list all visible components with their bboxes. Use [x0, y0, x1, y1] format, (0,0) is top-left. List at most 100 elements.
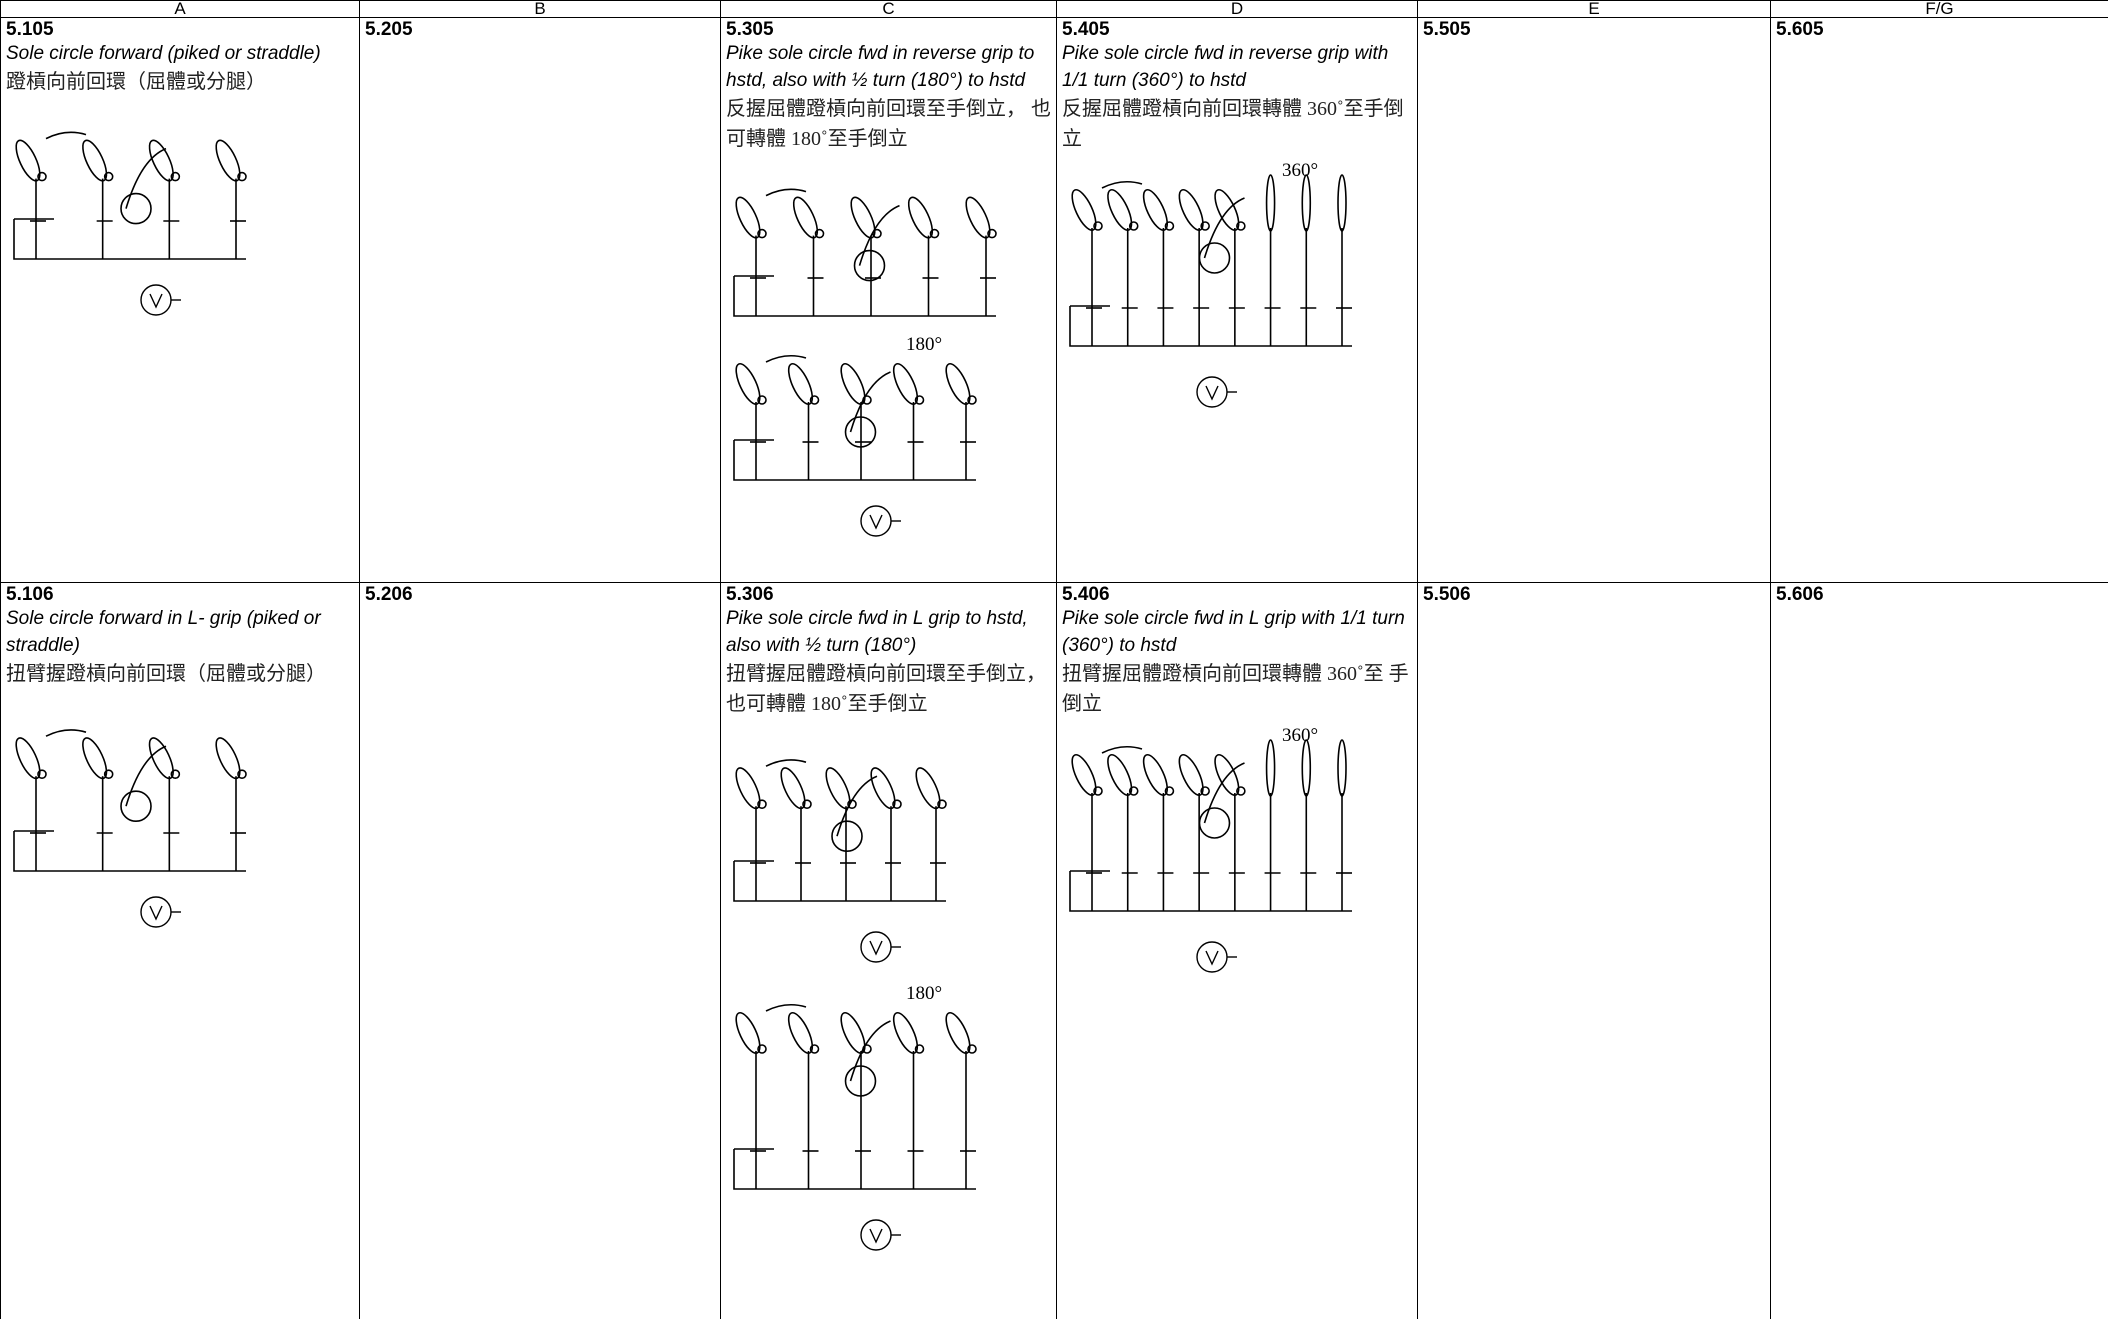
gymnast-body — [1142, 188, 1169, 232]
gymnast-body — [215, 737, 241, 780]
turn-label: 180° — [906, 983, 942, 1004]
gymnast-head — [892, 799, 902, 809]
gymnast-body — [915, 767, 941, 810]
apparatus-base — [733, 440, 976, 481]
column-header: A — [0, 0, 360, 18]
gymnast-body — [735, 767, 761, 810]
skill-name-en: Pike sole circle fwd in reverse grip to … — [726, 43, 1035, 91]
skill-code: 5.606 — [1776, 584, 1824, 605]
skill-name-en: Sole circle forward in L- grip (piked or… — [6, 608, 321, 656]
turn-label: 360° — [1282, 725, 1318, 746]
gymnast-head — [914, 1044, 925, 1054]
gymnast-body — [1071, 188, 1097, 232]
gymnast-head — [103, 171, 114, 182]
skill-code: 5.605 — [1776, 19, 1824, 40]
circle-motion — [1198, 807, 1231, 839]
skill-cell: 5.505 — [1417, 17, 1771, 583]
gymnast-body — [1301, 739, 1312, 797]
motion-arrow — [849, 371, 891, 433]
skill-code: 5.406 — [1062, 584, 1110, 605]
circle-motion — [844, 416, 877, 448]
gymnast-body — [735, 362, 761, 406]
circle-motion — [120, 790, 152, 822]
skill-cell: 5.605 — [1770, 17, 2108, 583]
apparatus-base — [733, 276, 996, 317]
symbol-circle — [140, 284, 172, 316]
gymnast-head — [37, 171, 47, 182]
gymnast-body — [1265, 739, 1276, 797]
skill-illustration — [13, 131, 247, 260]
skill-cell: 5.105 Sole circle forward (piked or strad… — [0, 17, 360, 583]
gymnast-head — [967, 1044, 977, 1054]
direction-arrow — [1101, 745, 1143, 754]
circle-motion — [831, 820, 863, 852]
skill-code: 5.106 — [6, 584, 54, 605]
gymnast-head — [802, 799, 812, 809]
apparatus-base — [733, 861, 946, 902]
gymnast-head — [937, 799, 947, 809]
symbol-circle — [1196, 376, 1228, 408]
skill-illustration — [733, 188, 997, 317]
symbol-circle — [140, 896, 172, 928]
symbol-circle — [860, 931, 892, 963]
symbol-v — [869, 1228, 883, 1244]
gymnast-head — [757, 395, 767, 405]
motion-arrow — [1203, 762, 1245, 824]
apparatus-base — [13, 831, 246, 872]
symbol-v — [1205, 385, 1219, 401]
gymnast-body — [840, 1011, 866, 1055]
skill-cell: 5.205 — [359, 17, 721, 583]
gymnast-head — [237, 171, 247, 182]
gymnast-body — [215, 139, 241, 182]
skill-symbol — [140, 284, 181, 316]
gymnast-body — [1142, 753, 1169, 797]
skill-symbol — [860, 505, 901, 537]
apparatus-base — [733, 1149, 976, 1190]
gymnast-head — [237, 769, 247, 779]
symbol-v — [1205, 950, 1219, 966]
circle-motion — [853, 249, 886, 282]
gymnast-head — [757, 1044, 767, 1054]
gymnast-head — [757, 799, 767, 809]
gymnast-head — [1128, 221, 1139, 231]
skill-code: 5.205 — [365, 19, 413, 40]
gymnast-head — [170, 769, 181, 779]
gymnast-head — [987, 228, 997, 239]
symbol-v — [149, 293, 163, 309]
symbol-circle — [860, 505, 892, 537]
skill-illustration — [13, 729, 247, 872]
column-header: D — [1056, 0, 1418, 18]
header-row: A B C D E F/G — [0, 0, 2108, 18]
skill-name-zh: 蹬槓向前回環（屈體或分腿） — [6, 71, 266, 93]
gymnast-body — [1214, 188, 1240, 232]
gymnast-body — [965, 196, 991, 239]
motion-arrow — [125, 147, 167, 209]
apparatus-base — [1069, 871, 1352, 912]
gymnast-head — [914, 395, 925, 405]
skill-cell: 5.606 — [1770, 582, 2108, 1319]
gymnast-body — [945, 1011, 971, 1055]
skill-name-zh: 扭臂握屈體蹬槓向前回環轉體 360˚至 手倒立 — [1062, 663, 1409, 715]
circle-motion — [120, 192, 152, 225]
gymnast-head — [170, 171, 181, 182]
skill-code: 5.306 — [726, 584, 774, 605]
skill-code: 5.506 — [1423, 584, 1471, 605]
gymnast-head — [37, 769, 47, 779]
gymnast-head — [1236, 786, 1246, 796]
gymnast-body — [1337, 739, 1347, 797]
column-header: E — [1417, 0, 1771, 18]
motion-arrow — [836, 775, 878, 837]
circle-motion — [1198, 242, 1231, 274]
skill-symbol — [860, 1219, 901, 1251]
gymnast-head — [757, 228, 767, 239]
skill-name-en: Sole circle forward (piked or straddle) — [6, 43, 321, 64]
gymnast-head — [1164, 221, 1175, 231]
symbol-circle — [860, 1219, 892, 1251]
skill-cell: 5.106 Sole circle forward in L- grip (pik… — [0, 582, 360, 1319]
motion-arrow — [849, 1020, 891, 1082]
gymnast-body — [907, 196, 934, 239]
motion-arrow — [125, 745, 167, 807]
circle-motion — [844, 1065, 877, 1097]
